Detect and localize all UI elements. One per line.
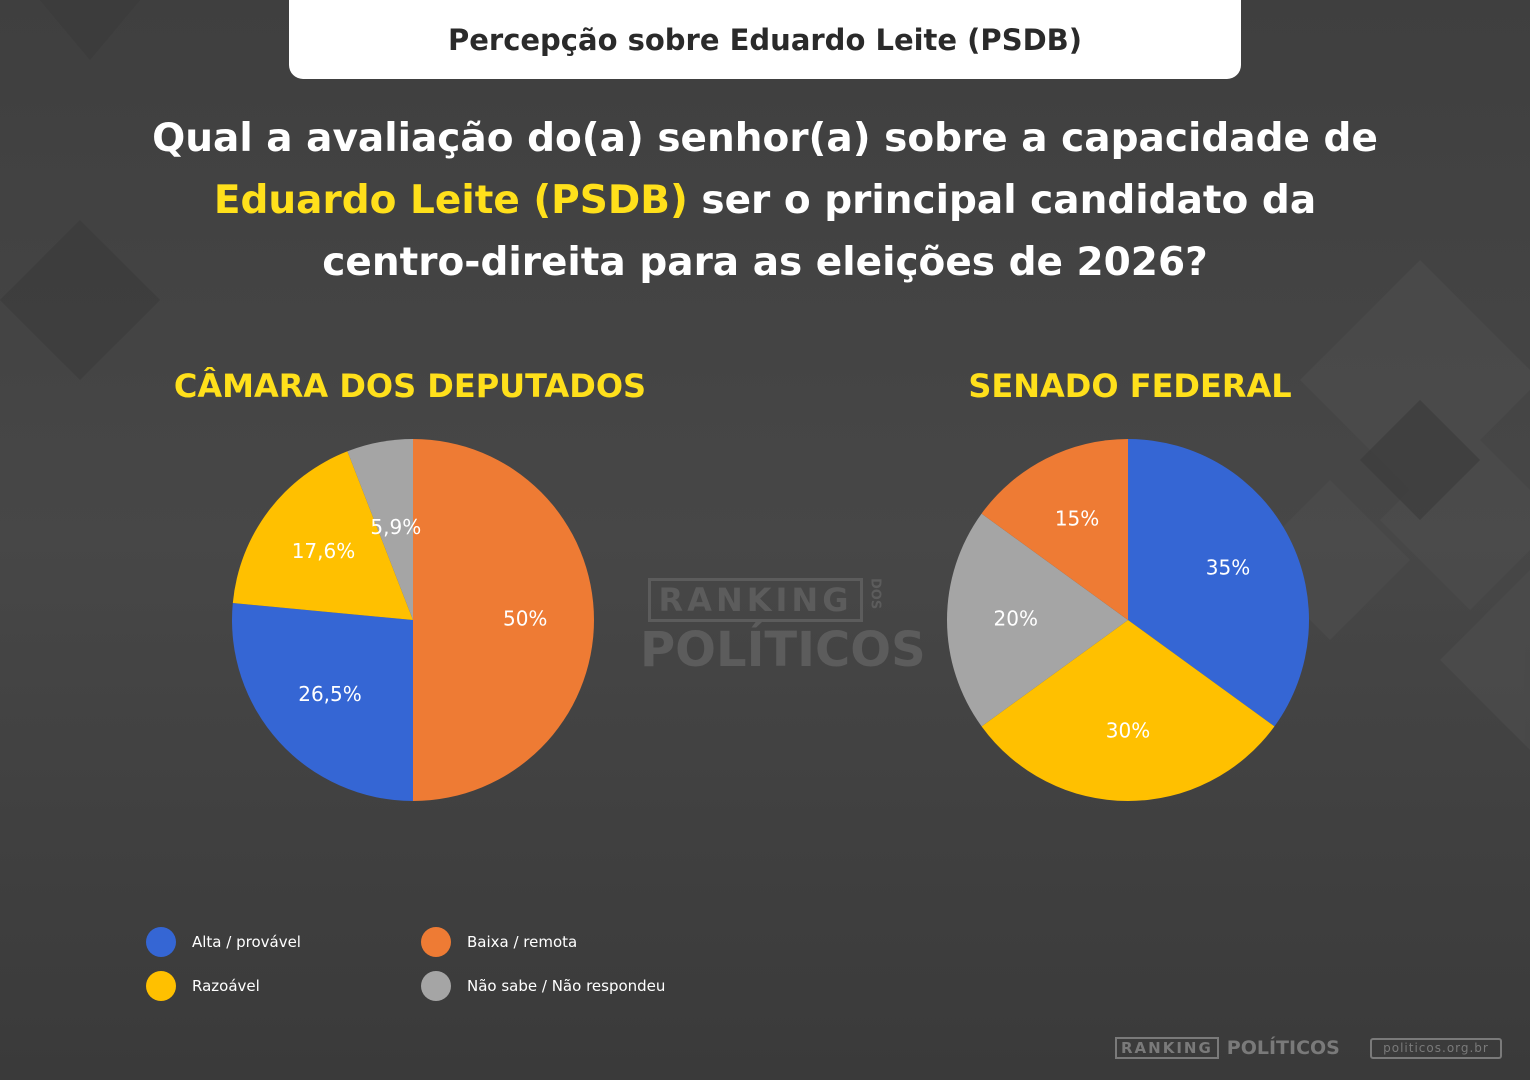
pie-slice-label: 5,9% (370, 515, 421, 539)
pie-slice (981, 439, 1128, 620)
pie-slice (981, 620, 1275, 801)
question-part3: centro-direita para as eleições de 2026? (322, 240, 1208, 285)
question-text: Qual a avaliação do(a) senhor(a) sobre a… (100, 108, 1430, 294)
legend-label: Não sabe / Não respondeu (467, 977, 666, 995)
footer-logo-ranking: RANKING (1115, 1037, 1219, 1059)
pie-chart-camara: 50% 26,5% 17,6% 5,9% (232, 439, 594, 801)
legend-item-razoavel: Razoável (146, 971, 260, 1001)
pie-slice-label: 20% (994, 607, 1038, 631)
legend-item-alta: Alta / provável (146, 927, 301, 957)
legend-dot-icon (146, 971, 176, 1001)
footer-logo: RANKING POLÍTICOS (1115, 1037, 1340, 1059)
pie-slice-label: 17,6% (292, 539, 356, 563)
legend-dot-icon (421, 927, 451, 957)
pie-slice-label: 26,5% (298, 682, 362, 706)
pie-slice-label: 50% (503, 607, 547, 631)
pie-slice-label: 35% (1206, 556, 1250, 580)
pie-slice (347, 439, 413, 620)
footer-logo-politicos: POLÍTICOS (1226, 1037, 1340, 1059)
pie-slice (232, 451, 413, 620)
pie-slice (413, 439, 594, 801)
legend-label: Alta / provável (192, 933, 301, 951)
watermark-ranking: RANKING (647, 578, 864, 622)
question-highlight: Eduardo Leite (PSDB) (213, 178, 688, 223)
footer-url: politicos.org.br (1370, 1038, 1502, 1059)
legend-item-baixa: Baixa / remota (421, 927, 577, 957)
pie-slice-label: 30% (1106, 719, 1150, 743)
pie-slice-label: 15% (1055, 507, 1099, 531)
pie-slice (1128, 439, 1309, 727)
header-banner: Percepção sobre Eduardo Leite (PSDB) (289, 0, 1241, 79)
chart-title-camara: CÂMARA DOS DEPUTADOS (173, 367, 647, 405)
pie-chart-senado: 35% 30% 20% 15% (947, 439, 1309, 801)
legend-label: Baixa / remota (467, 933, 578, 951)
pie-slice (947, 513, 1128, 727)
legend-item-nao-sabe: Não sabe / Não respondeu (421, 971, 665, 1001)
pie-slice (232, 602, 413, 801)
chart-title-senado: SENADO FEDERAL (968, 367, 1292, 405)
question-part1: Qual a avaliação do(a) senhor(a) sobre a… (152, 116, 1378, 161)
legend-dot-icon (146, 927, 176, 957)
legend-label: Razoável (192, 977, 260, 995)
question-part2: ser o principal candidato da (701, 178, 1317, 223)
watermark-dos: DOS (867, 578, 883, 610)
watermark-logo: RANKING DOS POLÍTICOS (640, 578, 926, 678)
legend-dot-icon (421, 971, 451, 1001)
watermark-politicos: POLÍTICOS (640, 622, 926, 678)
header-title: Percepção sobre Eduardo Leite (PSDB) (447, 22, 1083, 57)
